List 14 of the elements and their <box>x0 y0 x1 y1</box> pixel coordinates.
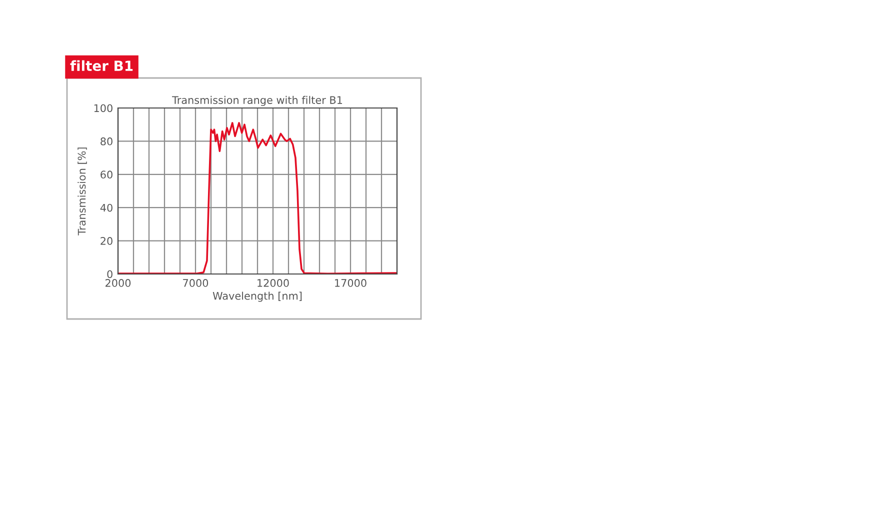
y-axis-title: Transmission [%] <box>78 148 87 236</box>
chart-title: Transmission range with filter B1 <box>172 96 342 106</box>
chart-subtitle: filter B1 <box>70 60 133 72</box>
x-tick-label: 2000 <box>106 279 131 287</box>
y-tick-label: 60 <box>100 170 112 179</box>
x-tick-label: 17000 <box>335 279 366 287</box>
y-tick-label: 80 <box>100 137 112 146</box>
y-tick-label: 40 <box>100 204 112 212</box>
x-tick-label: 12000 <box>258 279 289 287</box>
x-tick-label: 7000 <box>183 279 208 287</box>
y-tick-label: 20 <box>100 237 112 245</box>
y-tick-label: 100 <box>94 104 112 112</box>
y-tick-label: 0 <box>107 270 112 278</box>
x-axis-title: Wavelength [nm] <box>212 292 302 302</box>
